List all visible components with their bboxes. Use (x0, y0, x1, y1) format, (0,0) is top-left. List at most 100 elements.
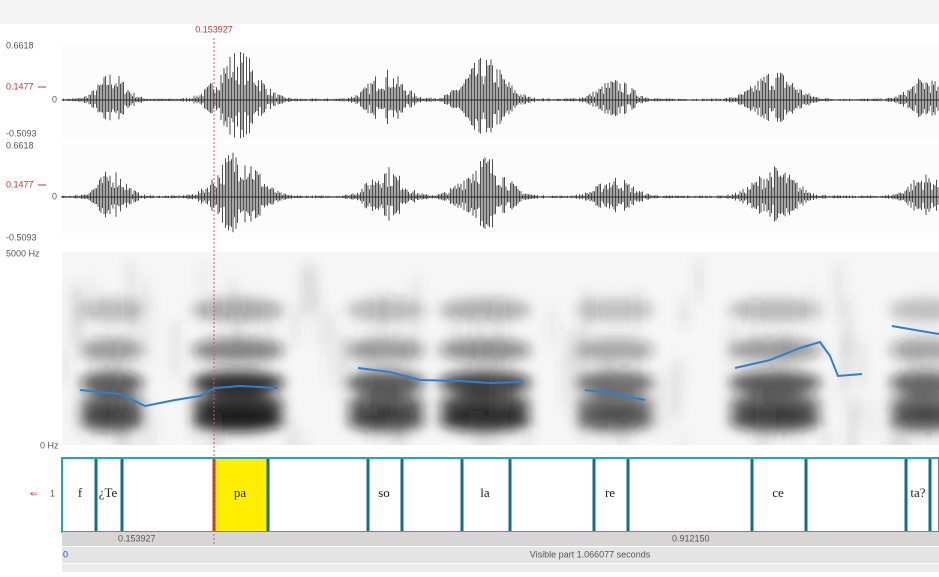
interval-label: re (605, 485, 615, 500)
noise (415, 280, 418, 338)
noise (263, 384, 266, 427)
selection-start: 0.153927 (118, 533, 156, 543)
noise (583, 292, 586, 342)
formant (346, 393, 425, 417)
formant (80, 338, 145, 362)
formant (346, 298, 425, 322)
selection-bar (62, 532, 939, 546)
visible-bar (62, 547, 939, 563)
noise (837, 265, 840, 320)
ch2-mark: 0.1477 (6, 179, 34, 189)
total-bar (62, 564, 939, 572)
noise (676, 388, 679, 415)
interval-label: ce (772, 485, 784, 500)
noise (307, 262, 310, 319)
noise (117, 386, 120, 450)
ch1-min: -0.5093 (6, 128, 37, 138)
page: 0.6618 0.1477 0 -0.5093 0.6618 0.1477 0 … (0, 0, 939, 577)
noise (567, 331, 570, 364)
interval-label: f (78, 485, 83, 500)
tier-number: 1 (50, 488, 55, 498)
noise (150, 404, 153, 444)
formant (80, 393, 145, 417)
spec-top: 5000 Hz (6, 248, 40, 258)
noise (398, 298, 401, 327)
noise (347, 335, 350, 365)
cursor-time: 0.153927 (195, 24, 233, 34)
interval-label: so (378, 485, 390, 500)
noise (62, 348, 65, 383)
noise (483, 415, 486, 449)
noise (855, 395, 858, 425)
noise (677, 360, 680, 388)
noise (787, 324, 790, 353)
noise (847, 300, 850, 355)
noise (374, 406, 377, 452)
noise (576, 328, 579, 389)
formant (575, 298, 654, 322)
noise (629, 377, 632, 426)
noise (174, 323, 177, 376)
noise (78, 298, 81, 348)
noise (909, 339, 912, 383)
noise (231, 280, 234, 311)
formant (346, 371, 425, 395)
formant (191, 393, 285, 417)
noise (203, 265, 206, 299)
noise (599, 409, 602, 449)
interval-label: la (480, 485, 490, 500)
noise (582, 339, 585, 380)
noise (638, 348, 641, 382)
noise (341, 336, 344, 393)
formant (728, 393, 822, 417)
spec-bottom: 0 Hz (40, 440, 59, 450)
noise (365, 359, 368, 416)
noise (267, 306, 270, 368)
noise (454, 317, 457, 348)
tier-icon: ⇐ (30, 488, 38, 498)
noise (842, 350, 845, 407)
noise (392, 417, 395, 448)
noise (697, 260, 700, 299)
noise (406, 410, 409, 443)
noise (408, 337, 411, 374)
noise (317, 294, 320, 348)
noise (123, 386, 126, 445)
noise (604, 361, 607, 411)
caption-strip (0, 0, 939, 24)
noise (614, 373, 617, 430)
ch2-min: -0.5093 (6, 232, 37, 242)
noise (850, 407, 853, 444)
noise (97, 338, 100, 387)
noise (329, 317, 332, 381)
formant (438, 298, 532, 322)
noise (293, 308, 296, 343)
noise (398, 402, 401, 450)
noise (72, 284, 75, 344)
noise (682, 301, 685, 326)
noise (753, 300, 756, 347)
noise (811, 288, 814, 325)
channel-2-area (62, 143, 939, 238)
formant (191, 371, 285, 395)
visible-start: 0 (63, 549, 68, 559)
noise (670, 365, 673, 425)
noise (208, 298, 211, 331)
visible-duration: Visible part 1.066077 seconds (530, 549, 651, 559)
interval-label: ¿Te (99, 485, 118, 500)
noise (580, 379, 583, 436)
interval-label: ta? (910, 485, 925, 500)
noise (144, 281, 147, 307)
noise (583, 406, 586, 439)
noise (313, 267, 316, 308)
interval-label: pa (234, 485, 247, 500)
formant (575, 338, 654, 362)
noise (730, 334, 733, 360)
noise (129, 262, 132, 326)
formant (728, 371, 822, 395)
ch1-max: 0.6618 (6, 40, 34, 50)
noise (771, 407, 774, 447)
noise (206, 346, 209, 377)
noise (595, 367, 598, 424)
noise (147, 299, 150, 362)
